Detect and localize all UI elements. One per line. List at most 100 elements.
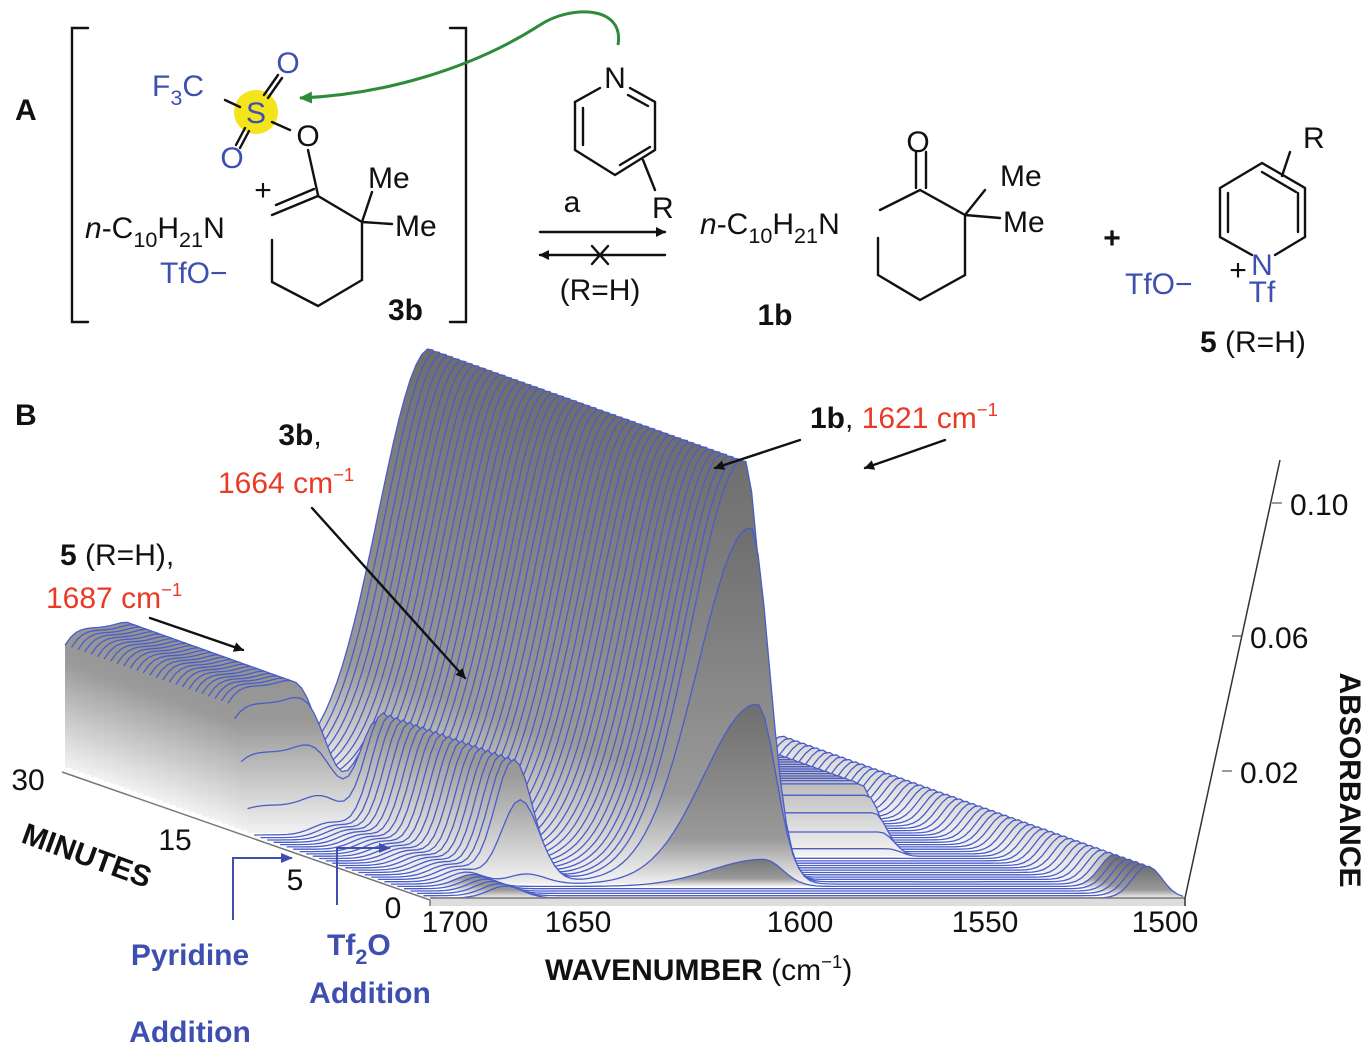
surface-slice [384, 528, 1140, 882]
atom: R [1303, 122, 1325, 155]
compound-label-part: 1b [757, 299, 792, 332]
bonds [223, 73, 320, 197]
spectrum-trace [423, 863, 1177, 897]
atom-part: N [604, 62, 626, 95]
annotation-part: 1621 cm [862, 402, 977, 435]
atom-part: O [220, 142, 243, 175]
condition-label: (R=H) [560, 274, 641, 307]
event-arrow [232, 853, 293, 920]
counterion: TfO− [1125, 268, 1193, 301]
highlight [234, 90, 278, 134]
arrow [863, 438, 947, 470]
axis-title-part: ABSORBANCE [1333, 672, 1361, 887]
axis-title: MINUTES [18, 818, 156, 895]
spectrum-trace [384, 527, 1138, 883]
atom-part: N [1251, 249, 1273, 282]
axes [61, 438, 1281, 920]
axis-title: ABSORBANCE [1333, 672, 1361, 887]
charge: + [254, 174, 272, 207]
axis [61, 771, 431, 901]
axis-title-part: ) [842, 954, 852, 987]
annotation-part: 1687 cm [46, 582, 161, 615]
labels: AF3CSOOO+n-C10H21NMeMeTfO−3bNRa(R=H)On-C… [11, 47, 1361, 1049]
charge-part: + [1229, 254, 1247, 287]
atom: O [276, 47, 299, 80]
cf3: F3C [152, 70, 204, 110]
annotation-part: (R=H), [77, 539, 175, 572]
minutes-tick-label: 5 [287, 864, 304, 897]
chain-part: N [818, 208, 840, 241]
atom: N [604, 62, 626, 95]
annotation-part: −1 [333, 464, 354, 485]
annotation: 5 (R=H), [60, 539, 174, 572]
absorbance-tick-label-part: 0.02 [1240, 757, 1298, 790]
surface-slice [390, 704, 1146, 885]
compound-label: 3b [388, 294, 423, 327]
ring [1218, 150, 1307, 257]
wavenumber-tick-label-part: 1500 [1132, 906, 1199, 939]
spectrum-trace [397, 854, 1151, 888]
methyl-part: Me [368, 162, 410, 195]
methyl-part: Me [395, 210, 437, 243]
axis-title: WAVENUMBER (cm−1) [545, 951, 852, 987]
condition-label-part: (R=H) [560, 274, 641, 307]
wavenumber-tick-label-part: 1700 [422, 906, 489, 939]
annotation: 1b, 1621 cm−1 [810, 399, 998, 435]
floor-edge [430, 898, 1185, 906]
chain-part: n [85, 212, 102, 245]
atom: S [246, 97, 266, 130]
chain: n-C10H21N [700, 208, 840, 248]
chain-part: 10 [748, 223, 772, 248]
annotation-part: , [845, 402, 862, 435]
minutes-tick-label-part: 5 [287, 864, 304, 897]
chain-part: H [772, 208, 794, 241]
event-label-part: Addition [129, 1016, 251, 1049]
methyl: Me [368, 162, 410, 195]
annotation-part: 3b [278, 419, 313, 452]
absorbance-tick-label-part: 0.06 [1250, 622, 1308, 655]
atom: N [1251, 249, 1273, 282]
arrow [310, 506, 467, 680]
annotation-part: 5 [60, 539, 77, 572]
compound-label: 5 (R=H) [1200, 326, 1306, 359]
atom: Tf [1249, 276, 1276, 309]
minutes-tick-label-part: 30 [11, 764, 44, 797]
axis [1184, 459, 1281, 899]
minutes-tick-label: 30 [11, 764, 44, 797]
arrow [713, 438, 802, 470]
cf3-part: C [182, 70, 204, 103]
atom-part: O [906, 126, 929, 159]
axis-title-part: MINUTES [18, 818, 156, 895]
wavenumber-tick-label-part: 1600 [767, 906, 834, 939]
axis-title-part: −1 [821, 951, 842, 972]
chain: n-C10H21N [85, 212, 225, 252]
annotation: 1687 cm−1 [46, 579, 182, 615]
compound-label-part: (R=H) [1217, 326, 1306, 359]
chain-part: -C [717, 208, 749, 241]
absorbance-tick-label: 0.10 [1290, 489, 1348, 522]
wavenumber-tick-label: 1550 [952, 906, 1019, 939]
minutes-tick-label-part: 0 [385, 892, 402, 925]
chain-part: 21 [794, 223, 818, 248]
reagent-label-part: a [564, 186, 581, 219]
chain-part: N [203, 212, 225, 245]
atom-part: S [246, 97, 266, 130]
panel-label-part: B [15, 399, 37, 432]
event-label: Addition [129, 1016, 251, 1049]
plus: + [1103, 222, 1121, 255]
absorbance-tick-label: 0.06 [1250, 622, 1308, 655]
annotation: 1664 cm−1 [218, 464, 354, 500]
charge-part: + [254, 174, 272, 207]
methyl-part: Me [1003, 206, 1045, 239]
wavenumber-tick-label: 1500 [1132, 906, 1199, 939]
chain-part: H [157, 212, 179, 245]
surface-slice [397, 854, 1153, 887]
annotation-part: 1b [810, 402, 845, 435]
scheme-drawing [70, 10, 1307, 324]
chain-part: -C [102, 212, 134, 245]
chain-part: 21 [179, 227, 203, 252]
atom: R [652, 192, 674, 225]
ir-surface [64, 348, 1185, 899]
panel-label: A [15, 94, 37, 127]
cf3-part: 3 [170, 85, 182, 110]
